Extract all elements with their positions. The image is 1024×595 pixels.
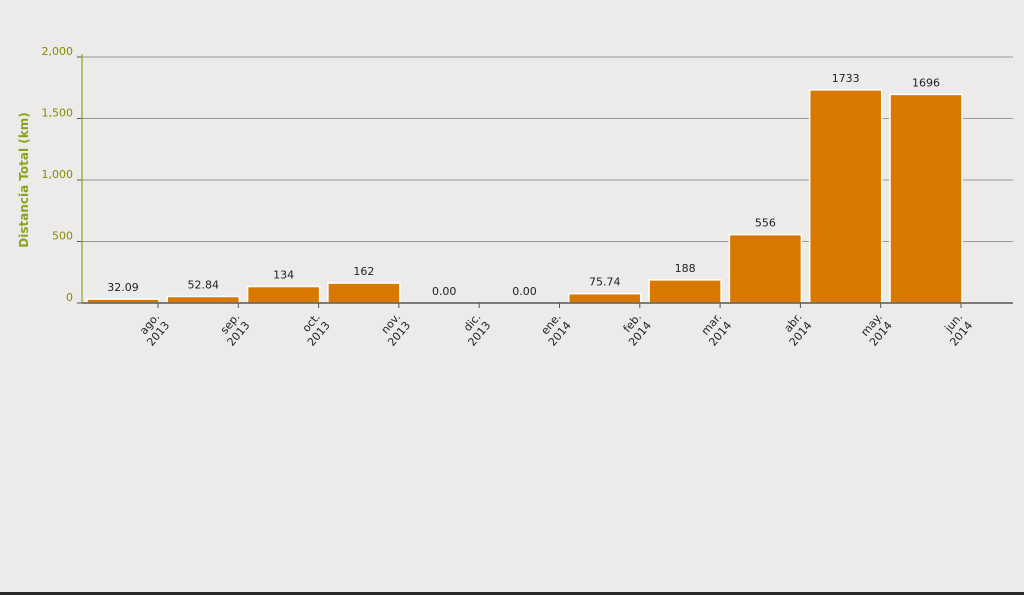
bar-value-label: 1696	[912, 76, 940, 89]
bar-value-label: 0.00	[432, 285, 457, 298]
bar-value-label: 188	[675, 262, 696, 275]
bar	[808, 89, 883, 304]
x-tick-label: feb.2014	[616, 311, 654, 349]
bar-value-label: 0.00	[512, 285, 537, 298]
x-tick-label: jul.2014	[1018, 311, 1024, 349]
y-tick-label: 2,000	[42, 45, 74, 58]
x-tick-label: abr.2014	[777, 311, 815, 349]
bar-value-label: 32.09	[107, 281, 139, 294]
bar	[648, 279, 722, 304]
bars	[86, 89, 963, 304]
data-labels: 32.09 52.84 134 162 0.00 0.00 75.74 188 556 1733 1…	[107, 72, 940, 298]
x-tick-label: may.2014	[857, 311, 895, 349]
bar-value-label: 52.84	[188, 279, 220, 292]
x-tick-label: ago.2013	[134, 311, 172, 349]
bar	[246, 285, 321, 304]
bar	[889, 93, 963, 304]
x-tick-label: nov.2013	[375, 311, 413, 349]
x-tick-label: sep.2013	[215, 311, 253, 349]
y-tick-label: 1,500	[42, 107, 74, 120]
bar	[166, 295, 241, 304]
y-tick-label: 1,000	[42, 168, 74, 181]
x-tick-label: mar.2014	[696, 311, 734, 349]
x-tick-label: ene.2014	[536, 311, 574, 349]
bar	[728, 233, 803, 304]
bar-value-label: 134	[273, 269, 294, 282]
bar-value-label: 556	[755, 217, 776, 230]
y-axis-label: Distancia Total (km)	[17, 112, 31, 248]
bar-value-label: 162	[353, 265, 374, 278]
x-tick-label: dic.2013	[456, 311, 494, 349]
bar-value-label: 1733	[832, 72, 860, 85]
bar	[327, 282, 401, 304]
bar-value-label: 75.74	[589, 276, 621, 289]
y-tick-label: 500	[52, 230, 73, 243]
bar	[568, 292, 642, 304]
x-tick-label: jun.2014	[937, 311, 975, 349]
y-tick-label: 0	[66, 291, 73, 304]
x-tick-label: oct.2013	[295, 311, 333, 349]
bottom-rule	[0, 592, 1024, 595]
